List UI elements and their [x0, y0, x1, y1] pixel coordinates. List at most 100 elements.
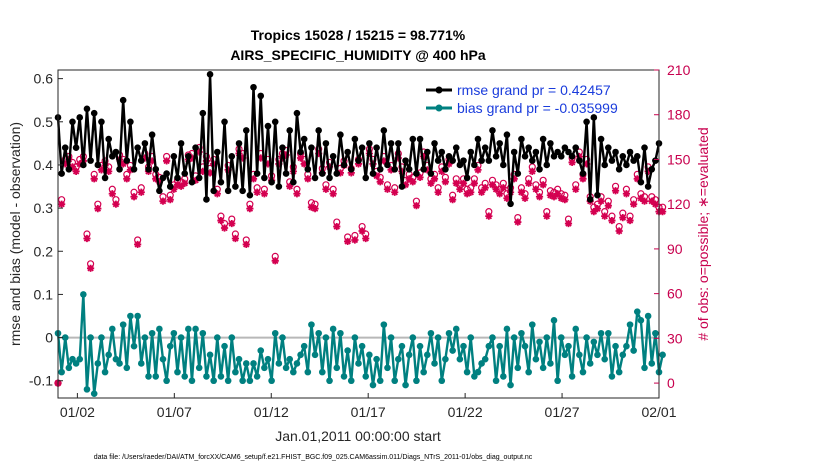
bias-point: [80, 291, 87, 298]
legend-bias-marker: [435, 104, 443, 112]
rmse-point: [311, 174, 319, 182]
obs-evaluated-marker: [333, 222, 341, 231]
obs-evaluated-marker: [257, 154, 265, 162]
rmse-point: [61, 144, 69, 151]
bias-point: [576, 351, 583, 359]
rmse-point: [293, 109, 301, 117]
rmse-point: [83, 105, 91, 113]
bias-point: [460, 342, 467, 350]
bias-point: [174, 368, 181, 376]
obs-evaluated-marker: [228, 219, 236, 228]
rmse-point: [235, 140, 243, 147]
obs-evaluated-marker: [137, 188, 145, 196]
x-axis-label: Jan.01,2011 00:00:00 start: [275, 428, 441, 444]
rmse-point: [547, 140, 554, 147]
rmse-point: [597, 135, 605, 143]
bias-point: [427, 329, 435, 337]
bias-point: [355, 360, 362, 367]
rmse-point: [409, 135, 417, 143]
bias-point: [496, 342, 503, 350]
bias-point: [337, 329, 344, 337]
bias-point: [163, 377, 170, 385]
obs-evaluated-marker: [401, 181, 410, 189]
rmse-point: [500, 161, 507, 169]
rmse-point: [601, 161, 608, 169]
y-tick-label: 0.1: [34, 286, 54, 302]
obs-evaluated-marker: [554, 190, 562, 198]
bias-point: [206, 351, 214, 359]
bias-point: [384, 364, 391, 372]
rmse-point: [257, 92, 265, 100]
bias-point: [145, 373, 152, 380]
rmse-point: [318, 170, 326, 177]
rmse-point: [521, 153, 529, 160]
legend-rmse-marker: [435, 86, 443, 94]
y-right-tick-label: 60: [667, 286, 683, 302]
obs-evaluated-marker: [525, 179, 533, 187]
bias-point: [615, 368, 623, 376]
obs-evaluated-marker: [659, 208, 667, 216]
rmse-point: [637, 178, 645, 186]
rmse-point: [127, 118, 134, 126]
bias-point: [423, 351, 431, 359]
rmse-point: [369, 170, 377, 177]
rmse-point: [402, 157, 409, 164]
bias-point: [210, 377, 217, 385]
rmse-point: [232, 183, 239, 190]
obs-evaluated-marker: [191, 176, 200, 184]
rmse-point: [101, 174, 109, 182]
obs-evaluated-marker: [108, 190, 116, 198]
obs-evaluated-marker: [637, 194, 645, 202]
obs-evaluated-marker: [572, 185, 580, 193]
bias-point: [474, 368, 482, 376]
obs-evaluated-marker: [112, 200, 120, 208]
obs-evaluated-marker: [242, 240, 250, 249]
bias-point: [402, 381, 409, 389]
rmse-point: [449, 157, 456, 164]
rmse-point: [561, 144, 569, 151]
rmse-point: [376, 165, 384, 173]
bias-point: [195, 364, 203, 372]
rmse-point: [420, 165, 427, 173]
rmse-point: [170, 153, 178, 160]
bias-point: [224, 377, 232, 385]
bias-point: [242, 360, 250, 367]
rmse-point: [391, 165, 399, 173]
obs-evaluated-marker: [608, 216, 616, 225]
rmse-point: [214, 148, 221, 156]
bias-point: [58, 368, 65, 376]
rmse-point: [427, 170, 435, 177]
rmse-point: [543, 161, 551, 169]
bias-point: [601, 355, 608, 363]
rmse-point: [416, 135, 424, 143]
obs-evaluated-marker: [579, 175, 587, 183]
bias-point: [137, 360, 145, 367]
obs-evaluated-marker: [358, 227, 366, 235]
rmse-point: [315, 127, 322, 134]
obs-evaluated-marker: [423, 166, 431, 174]
bias-point: [221, 342, 228, 350]
rmse-point: [239, 187, 246, 195]
rmse-point: [536, 165, 543, 173]
bias-point: [597, 329, 605, 337]
bias-point: [605, 329, 612, 337]
obs-evaluated-marker: [239, 154, 247, 162]
rmse-point: [478, 157, 485, 164]
bias-point: [199, 329, 207, 337]
rmse-point: [185, 153, 192, 160]
y-axis-right-label: # of obs: o=possible; ∗=evaluated: [695, 127, 711, 340]
bias-point: [391, 377, 399, 385]
bias-point: [550, 317, 558, 324]
obs-evaluated-marker: [163, 157, 171, 165]
bias-point: [489, 334, 496, 341]
bias-point: [275, 360, 283, 367]
rmse-point: [72, 144, 80, 151]
rmse-point: [510, 148, 518, 156]
obs-evaluated-marker: [253, 188, 261, 196]
obs-evaluated-marker: [336, 169, 344, 177]
rmse-point: [557, 153, 565, 160]
obs-evaluated-marker: [593, 205, 602, 213]
rmse-point: [619, 153, 627, 160]
x-tick-label: 01/12: [254, 404, 289, 420]
rmse-point: [434, 157, 442, 164]
